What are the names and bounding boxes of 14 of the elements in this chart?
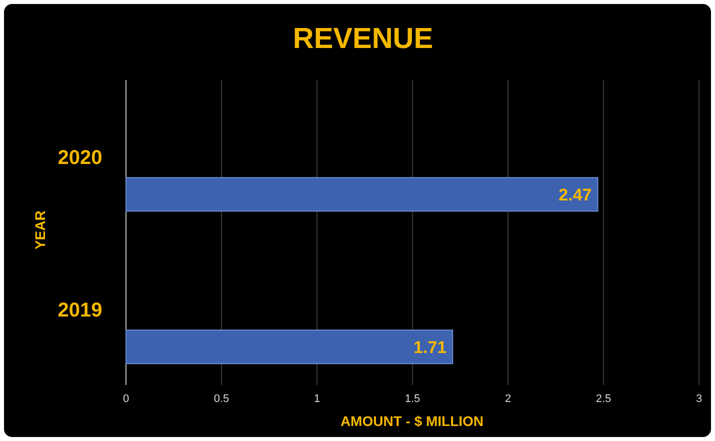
x-tick-label: 3: [696, 393, 702, 405]
x-tick-label: 0: [122, 393, 130, 405]
x-axis-title: AMOUNT - $ MILLION: [340, 413, 484, 429]
x-tick-label: 2.5: [596, 393, 612, 405]
data-label: 1.71: [414, 338, 447, 357]
x-tick-label: 1.5: [404, 393, 420, 405]
y-tick-label: 2020: [58, 146, 102, 169]
x-tick-label: 2: [504, 393, 512, 405]
x-tick-label: 0.5: [214, 393, 230, 405]
data-label: 2.47: [558, 185, 592, 204]
x-tick-label: 1: [314, 393, 320, 405]
chart-title: REVENUE: [292, 23, 434, 55]
y-axis-title: YEAR: [32, 210, 48, 250]
y-tick-label: 2019: [58, 299, 102, 322]
